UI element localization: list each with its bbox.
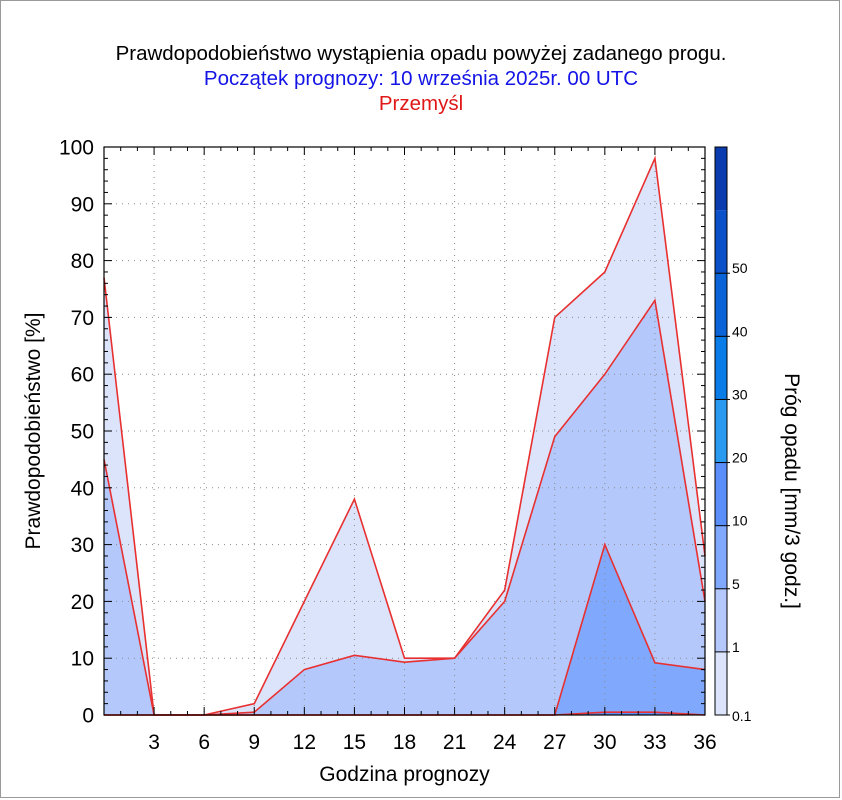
colorbar-tick-label: 30 (732, 386, 748, 402)
x-tick-label: 30 (593, 731, 616, 754)
colorbar-segment (715, 588, 727, 652)
y-tick-label: 70 (71, 307, 94, 330)
colorbar-tick-label: 5 (732, 576, 740, 592)
y-tick-label: 90 (71, 193, 94, 216)
colorbar-tick-label: 1 (732, 639, 740, 655)
y-tick-label: 20 (71, 591, 94, 614)
colorbar-tick-label: 50 (732, 260, 748, 276)
colorbar-tick-label: 20 (732, 450, 748, 466)
x-axis-label: Godzina prognozy (319, 763, 490, 786)
forecast-start-subtitle: Początek prognozy: 10 września 2025r. 00… (203, 67, 639, 90)
colorbar-tick-label: 40 (732, 323, 748, 339)
y-tick-label: 30 (71, 534, 94, 557)
x-tick-label: 18 (393, 731, 416, 754)
x-tick-label: 12 (293, 731, 316, 754)
x-tick-label: 3 (148, 731, 160, 754)
y-tick-label: 0 (82, 705, 94, 728)
colorbar-tick-label: 10 (732, 513, 748, 529)
colorbar-segment (715, 651, 727, 715)
colorbar-segment (715, 336, 727, 400)
location-label: Przemyśl (378, 92, 464, 115)
y-tick-label: 100 (59, 137, 94, 160)
x-tick-label: 36 (693, 731, 716, 754)
y-tick-label: 40 (71, 477, 94, 500)
x-tick-label: 9 (248, 731, 260, 754)
colorbar-segment (715, 525, 727, 589)
x-tick-label: 33 (643, 731, 666, 754)
colorbar-segment (715, 147, 727, 211)
colorbar-label: Próg opadu [mm/3 godz.] (780, 373, 803, 609)
colorbar-segment (715, 399, 727, 463)
colorbar-segment (715, 210, 727, 274)
y-tick-label: 10 (71, 648, 94, 671)
colorbar-segment (715, 462, 727, 526)
y-tick-label: 80 (71, 250, 94, 273)
x-tick-label: 21 (443, 731, 466, 754)
y-tick-label: 60 (71, 364, 94, 387)
y-tick-label: 50 (71, 421, 94, 444)
chart-title: Prawdopodobieństwo wystąpienia opadu pow… (115, 42, 727, 65)
x-tick-label: 27 (543, 731, 566, 754)
area-threshold-5 (104, 544, 705, 715)
colorbar-segment (715, 273, 727, 337)
x-tick-label: 15 (343, 731, 366, 754)
x-tick-label: 24 (493, 731, 517, 754)
area-threshold-1 (104, 300, 705, 715)
colorbar-tick-label: 0.1 (732, 708, 752, 724)
x-tick-label: 6 (198, 731, 210, 754)
y-axis-label: Prawdopodobieństwo [%] (22, 313, 45, 550)
